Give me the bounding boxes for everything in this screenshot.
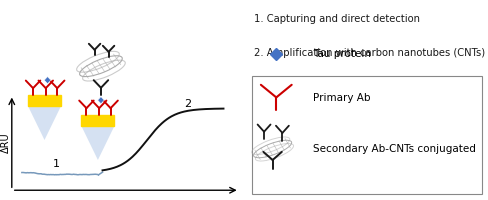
Polygon shape	[81, 126, 114, 160]
Text: Primary Ab: Primary Ab	[312, 93, 370, 103]
Text: Secondary Ab-CNTs conjugated: Secondary Ab-CNTs conjugated	[312, 144, 475, 154]
Bar	[28, 95, 61, 106]
Text: ΔRU: ΔRU	[1, 132, 11, 153]
Text: 2: 2	[183, 99, 190, 109]
FancyBboxPatch shape	[251, 76, 481, 194]
Text: 2. Amplification with carbon nanotubes (CNTs): 2. Amplification with carbon nanotubes (…	[254, 48, 485, 58]
Polygon shape	[44, 77, 51, 84]
Polygon shape	[28, 106, 61, 140]
Text: 1. Capturing and direct detection: 1. Capturing and direct detection	[254, 14, 419, 24]
Polygon shape	[98, 97, 104, 104]
Text: Tau protein: Tau protein	[312, 49, 370, 59]
Text: 1: 1	[53, 159, 60, 169]
Bar	[81, 115, 114, 126]
